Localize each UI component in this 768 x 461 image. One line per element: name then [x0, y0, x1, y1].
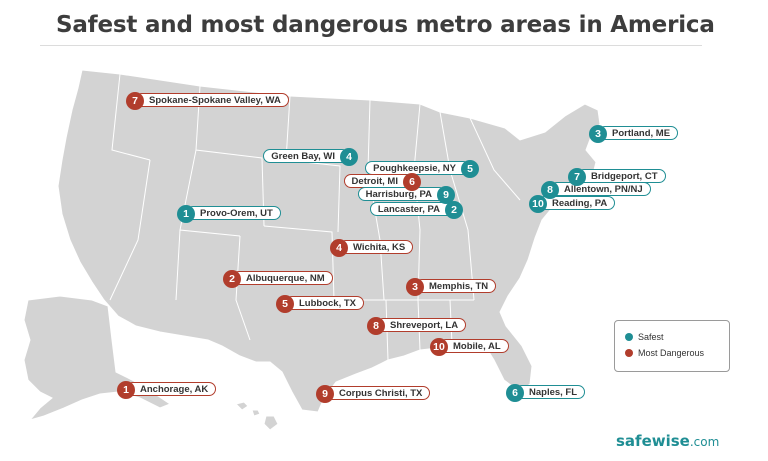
- city-label: Albuquerque, NM: [232, 271, 333, 285]
- city-label: Mobile, AL: [439, 339, 509, 353]
- legend-safest-label: Safest: [638, 332, 664, 342]
- city-label: Provo-Orem, UT: [186, 206, 281, 220]
- contiguous-us-shape: [57, 69, 601, 413]
- rank-badge: 6: [506, 384, 524, 402]
- logo-suffix: .com: [689, 435, 720, 449]
- city-marker: Provo-Orem, UT 1: [177, 205, 281, 223]
- rank-badge: 2: [445, 201, 463, 219]
- city-label: Lubbock, TX: [285, 296, 364, 310]
- city-label: Naples, FL: [515, 385, 586, 399]
- city-marker: Harrisburg, PA 9: [357, 186, 455, 204]
- city-marker: Mobile, AL 10: [430, 338, 509, 356]
- city-marker: Wichita, KS 4: [330, 239, 414, 257]
- rank-badge: 8: [367, 317, 385, 335]
- rank-badge: 4: [330, 239, 348, 257]
- hawaii-shape: [263, 415, 279, 431]
- rank-badge: 4: [340, 148, 358, 166]
- dangerous-swatch: [625, 349, 633, 357]
- rank-badge: 9: [316, 385, 334, 403]
- city-label: Wichita, KS: [339, 240, 414, 254]
- safewise-logo: safewise.com: [616, 432, 719, 450]
- city-label: Shreveport, LA: [376, 318, 467, 332]
- city-marker: Reading, PA 10: [529, 195, 616, 213]
- city-label: Memphis, TN: [415, 279, 497, 293]
- city-marker: Shreveport, LA 8: [367, 317, 467, 335]
- rank-badge: 1: [177, 205, 195, 223]
- rank-badge: 10: [529, 195, 547, 213]
- city-label: Green Bay, WI: [263, 149, 349, 163]
- rank-badge: 10: [430, 338, 448, 356]
- rank-badge: 5: [276, 295, 294, 313]
- rank-badge: 9: [437, 186, 455, 204]
- legend-dangerous-label: Most Dangerous: [638, 348, 705, 358]
- city-label: Lancaster, PA: [369, 202, 454, 216]
- city-label: Allentown, PN/NJ: [550, 182, 651, 196]
- city-marker: Lubbock, TX 5: [276, 295, 364, 313]
- city-marker: Green Bay, WI 4: [263, 148, 358, 166]
- city-marker: Anchorage, AK 1: [117, 381, 217, 399]
- city-marker: Corpus Christi, TX 9: [316, 385, 431, 403]
- state-borders: [109, 73, 521, 361]
- title-divider: [40, 45, 702, 46]
- rank-badge: 3: [589, 125, 607, 143]
- city-marker: Naples, FL 6: [506, 384, 586, 402]
- city-marker: Spokane-Spokane Valley, WA 7: [126, 92, 289, 110]
- legend-safest: Safest: [625, 332, 664, 342]
- legend: Safest Most Dangerous: [614, 320, 730, 372]
- city-label: Corpus Christi, TX: [325, 386, 431, 400]
- city-marker: Albuquerque, NM 2: [223, 270, 333, 288]
- rank-badge: 8: [541, 181, 559, 199]
- rank-badge: 1: [117, 381, 135, 399]
- rank-badge: 7: [126, 92, 144, 110]
- rank-badge: 5: [461, 160, 479, 178]
- safest-swatch: [625, 333, 633, 341]
- hawaii-shape: [235, 401, 249, 411]
- city-marker: Portland, ME 3: [589, 125, 679, 143]
- city-label: Harrisburg, PA: [357, 187, 446, 201]
- city-marker: Lancaster, PA 2: [369, 201, 463, 219]
- rank-badge: 3: [406, 278, 424, 296]
- city-label: Anchorage, AK: [126, 382, 217, 396]
- legend-dangerous: Most Dangerous: [625, 348, 704, 358]
- city-label: Spokane-Spokane Valley, WA: [135, 93, 289, 107]
- rank-badge: 7: [568, 168, 586, 186]
- city-label: Portland, ME: [598, 126, 679, 140]
- rank-badge: 6: [403, 173, 421, 191]
- rank-badge: 2: [223, 270, 241, 288]
- hawaii-shape: [251, 409, 261, 417]
- logo-name: safewise: [616, 432, 690, 450]
- city-marker: Memphis, TN 3: [406, 278, 497, 296]
- city-marker: Detroit, MI 6: [343, 173, 421, 191]
- map-title: Safest and most dangerous metro areas in…: [56, 12, 715, 38]
